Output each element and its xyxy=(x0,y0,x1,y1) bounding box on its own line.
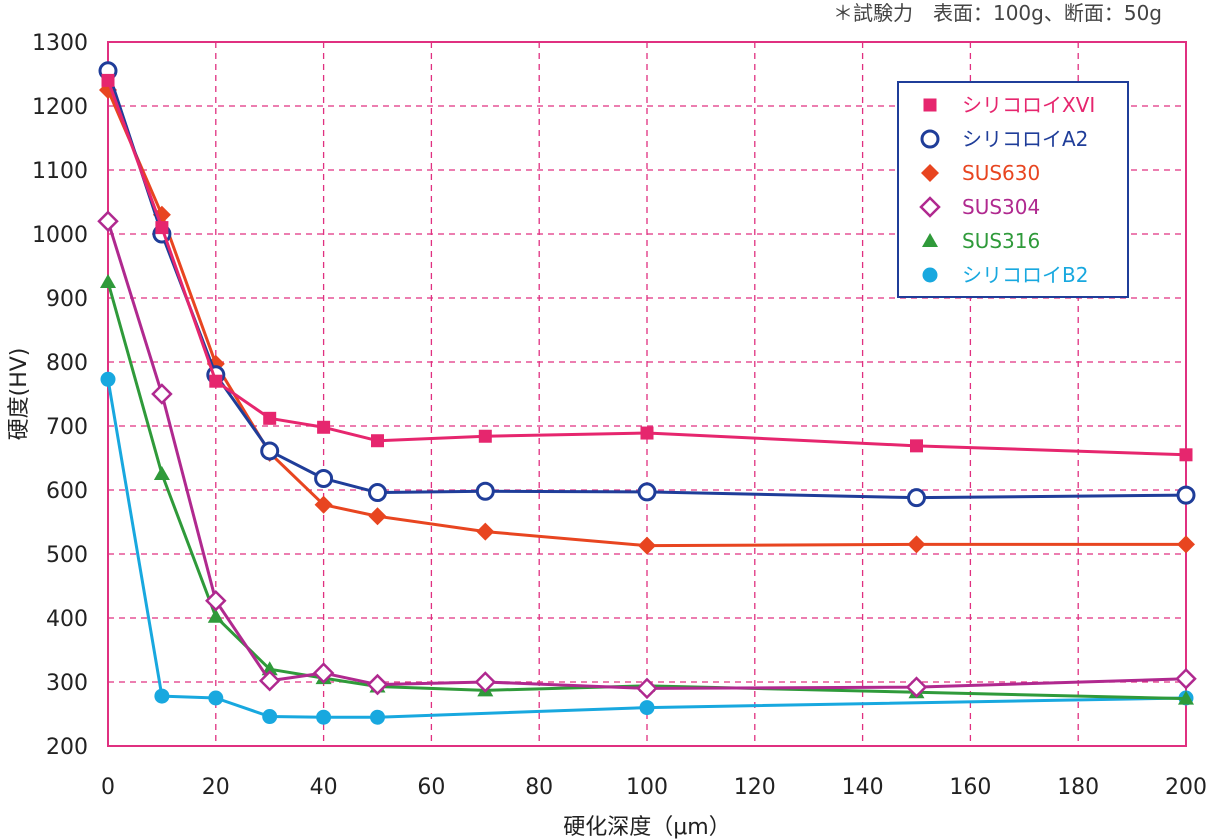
series-3 xyxy=(97,210,1197,700)
legend-label: SUS630 xyxy=(962,161,1040,185)
legend-marker xyxy=(922,233,938,247)
data-point xyxy=(258,669,281,692)
y-tick-label: 1100 xyxy=(32,159,88,184)
data-point xyxy=(155,221,169,235)
data-point xyxy=(317,420,331,434)
data-point xyxy=(263,411,277,425)
y-tick-label: 800 xyxy=(46,351,88,376)
data-point xyxy=(638,536,656,555)
series-line xyxy=(106,220,1187,690)
data-point xyxy=(907,535,926,554)
series-line xyxy=(106,89,1186,548)
x-tick-label: 60 xyxy=(417,775,445,800)
legend-marker xyxy=(922,267,938,283)
legend-marker xyxy=(919,196,941,218)
data-point xyxy=(1178,690,1194,705)
grid-lines xyxy=(108,42,1186,746)
y-tick-label: 200 xyxy=(46,735,88,760)
x-tick-label: 20 xyxy=(202,775,230,800)
data-point xyxy=(207,608,224,623)
y-tick-label: 1300 xyxy=(32,31,88,56)
data-point xyxy=(478,429,492,443)
data-point xyxy=(637,482,657,502)
test-force-note: ＊試験力 表面：100g、断面：50g xyxy=(833,1,1162,25)
data-point xyxy=(260,441,280,461)
data-point xyxy=(101,73,115,87)
y-tick-label: 700 xyxy=(46,415,88,440)
y-tick-label: 900 xyxy=(46,287,88,312)
x-tick-label: 200 xyxy=(1165,775,1207,800)
data-point xyxy=(1177,535,1195,554)
legend-marker xyxy=(921,164,939,182)
legend: シリコロイXVI シリコロイA2 SUS630 SUS304 SUS316 シリコロイB2 xyxy=(897,81,1129,298)
data-point xyxy=(370,709,385,725)
data-point xyxy=(371,434,384,448)
data-point xyxy=(312,662,335,684)
y-tick-label: 1200 xyxy=(32,95,88,120)
legend-label: シリコロイA2 xyxy=(962,127,1088,151)
data-point xyxy=(100,371,116,387)
data-point xyxy=(208,690,224,706)
x-tick-label: 160 xyxy=(949,775,991,800)
legend-box xyxy=(897,81,1129,298)
data-point xyxy=(314,495,333,514)
x-tick-label: 140 xyxy=(842,775,884,800)
x-tick-label: 40 xyxy=(310,775,338,800)
legend-label: シリコロイXVI xyxy=(962,93,1095,117)
x-axis-label: 硬化深度（μm） xyxy=(563,815,730,840)
data-point xyxy=(368,483,387,503)
y-tick-label: 500 xyxy=(46,543,88,568)
data-point xyxy=(1179,448,1193,462)
data-point xyxy=(368,507,387,526)
legend-marker xyxy=(920,129,940,149)
data-point xyxy=(474,671,497,693)
y-axis-ticks: 200 300 400 500 600 700 800 900 1000 1100 1200 1300 xyxy=(32,31,88,760)
data-point xyxy=(262,709,278,725)
y-tick-label: 600 xyxy=(46,479,88,504)
data-point xyxy=(910,439,923,453)
y-tick-label: 400 xyxy=(46,607,88,632)
data-point xyxy=(475,481,495,501)
data-point xyxy=(261,661,278,676)
data-point xyxy=(640,426,654,440)
data-point xyxy=(1176,485,1196,505)
data-point xyxy=(476,522,495,541)
data-point xyxy=(905,676,928,698)
data-point xyxy=(205,589,227,612)
legend-marker xyxy=(923,98,937,112)
data-point xyxy=(636,677,658,700)
y-tick-label: 300 xyxy=(46,671,88,696)
data-point xyxy=(209,374,223,388)
plot-frame xyxy=(107,41,1187,747)
y-axis-label: 硬度(HV) xyxy=(7,348,32,441)
data-point xyxy=(366,673,389,696)
x-tick-label: 180 xyxy=(1057,775,1099,800)
data-point xyxy=(639,700,655,716)
data-point xyxy=(316,709,332,725)
series-line xyxy=(106,79,1187,457)
series-5 xyxy=(100,371,1194,725)
legend-label: SUS304 xyxy=(962,195,1040,219)
series-line xyxy=(106,379,1187,719)
legend-label: SUS316 xyxy=(962,229,1040,253)
x-tick-label: 120 xyxy=(734,775,776,800)
x-tick-label: 80 xyxy=(525,775,553,800)
legend-label: シリコロイB2 xyxy=(962,263,1088,287)
data-point xyxy=(314,468,334,488)
data-point xyxy=(153,466,170,480)
data-point xyxy=(151,383,173,405)
x-axis-ticks: 0 20 40 60 80 100 120 140 160 180 200 xyxy=(101,775,1207,800)
data-point xyxy=(97,210,119,232)
data-point xyxy=(907,488,926,508)
data-point xyxy=(1175,668,1197,690)
data-point xyxy=(154,688,170,704)
data-point xyxy=(100,274,116,288)
y-tick-label: 1000 xyxy=(32,223,88,248)
x-tick-label: 0 xyxy=(101,775,115,800)
series-0 xyxy=(101,73,1193,462)
series-layer xyxy=(97,61,1197,725)
x-tick-label: 100 xyxy=(626,775,668,800)
